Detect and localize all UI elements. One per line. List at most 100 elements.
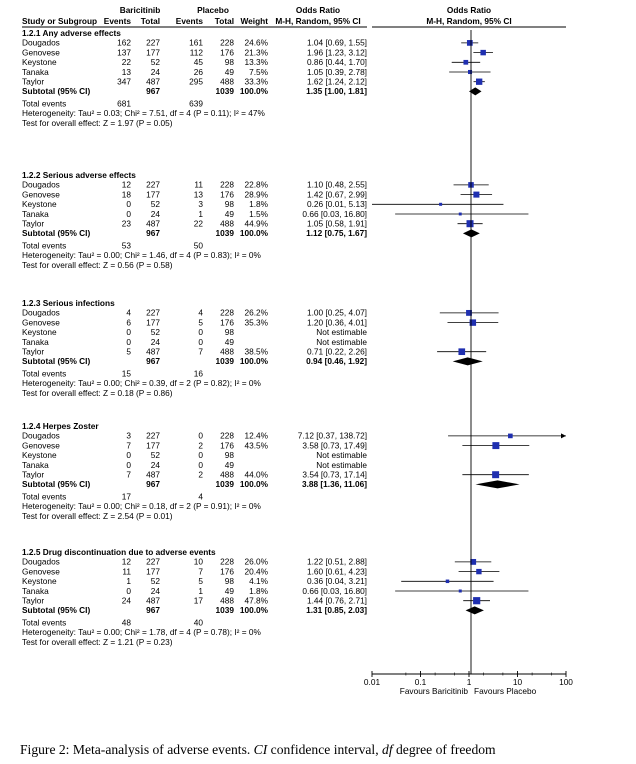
study-ci: 1.05 [0.58, 1.91] xyxy=(307,219,367,229)
study-total1: 177 xyxy=(146,189,160,199)
study-events1: 12 xyxy=(122,557,132,567)
study-events1: 137 xyxy=(117,47,131,57)
study-name: Taylor xyxy=(22,470,44,480)
study-ci: Not estimable xyxy=(316,337,367,347)
study-events2: 0 xyxy=(198,460,203,470)
study-events2: 1 xyxy=(198,209,203,219)
study-name: Taylor xyxy=(22,219,44,229)
heterogeneity-text: Heterogeneity: Tau² = 0.03; Chi² = 7.51,… xyxy=(22,108,265,118)
study-events1: 1 xyxy=(126,576,131,586)
subtotal-weight: 100.0% xyxy=(240,86,269,96)
study-total2: 228 xyxy=(220,38,234,48)
subtotal-diamond xyxy=(475,480,520,489)
study-name: Dougados xyxy=(22,308,60,318)
study-events1: 0 xyxy=(126,209,131,219)
overall-effect-text: Test for overall effect: Z = 0.18 (P = 0… xyxy=(22,388,173,398)
study-events2: 45 xyxy=(194,57,204,67)
study-marker xyxy=(508,433,513,439)
heterogeneity-text: Heterogeneity: Tau² = 0.00; Chi² = 0.18,… xyxy=(22,501,261,511)
study-total2: 176 xyxy=(220,317,234,327)
study-total2: 488 xyxy=(220,219,234,229)
total-events-label: Total events xyxy=(22,98,66,108)
study-events2: 0 xyxy=(198,337,203,347)
study-marker xyxy=(492,442,500,450)
study-events1: 0 xyxy=(126,450,131,460)
study-weight: 4.1% xyxy=(249,576,269,586)
study-marker xyxy=(439,202,443,206)
study-marker xyxy=(463,59,469,65)
study-total2: 98 xyxy=(225,199,235,209)
study-ci: 1.42 [0.67, 2.99] xyxy=(307,189,367,199)
subtotal-total1: 967 xyxy=(146,86,160,96)
study-total1: 227 xyxy=(146,308,160,318)
study-weight: 44.9% xyxy=(244,219,268,229)
study-events2: 10 xyxy=(194,557,204,567)
study-weight: 26.0% xyxy=(244,557,268,567)
study-name: Tanaka xyxy=(22,460,49,470)
study-marker xyxy=(473,597,481,605)
x-tick-label: 0.1 xyxy=(415,677,427,687)
study-total1: 487 xyxy=(146,347,160,357)
subtotal-weight: 100.0% xyxy=(240,356,269,366)
study-ci: 0.71 [0.22, 2.26] xyxy=(307,347,367,357)
study-name: Dougados xyxy=(22,180,60,190)
study-total1: 487 xyxy=(146,219,160,229)
total-events1: 48 xyxy=(122,617,132,627)
study-events1: 0 xyxy=(126,327,131,337)
study-ci: 1.20 [0.36, 4.01] xyxy=(307,317,367,327)
subtotal-total2: 1039 xyxy=(216,605,235,615)
study-ci: Not estimable xyxy=(316,327,367,337)
caption-suffix: degree of freedom xyxy=(392,742,496,757)
study-ci: 1.22 [0.51, 2.88] xyxy=(307,557,367,567)
heterogeneity-text: Heterogeneity: Tau² = 0.00; Chi² = 1.46,… xyxy=(22,250,261,260)
subtotal-total1: 967 xyxy=(146,479,160,489)
study-events2: 13 xyxy=(194,189,204,199)
study-name: Tanaka xyxy=(22,337,49,347)
study-total1: 227 xyxy=(146,431,160,441)
heterogeneity-text: Heterogeneity: Tau² = 0.00; Chi² = 0.39,… xyxy=(22,378,261,388)
study-ci: 0.66 [0.03, 16.80] xyxy=(302,209,367,219)
subtotal-label: Subtotal (95% CI) xyxy=(22,228,90,238)
study-ci: 0.26 [0.01, 5.13] xyxy=(307,199,367,209)
study-total1: 24 xyxy=(151,209,161,219)
study-total1: 227 xyxy=(146,180,160,190)
study-ci: 1.62 [1.24, 2.12] xyxy=(307,77,367,87)
study-name: Keystone xyxy=(22,327,57,337)
study-total2: 176 xyxy=(220,189,234,199)
figure-caption: Figure 2: Meta-analysis of adverse event… xyxy=(20,742,630,758)
study-total2: 176 xyxy=(220,47,234,57)
subgroup-title: 1.2.1 Any adverse effects xyxy=(22,28,121,38)
study-marker xyxy=(466,40,473,46)
study-weight: 38.5% xyxy=(244,347,268,357)
study-ci: 7.12 [0.37, 138.72] xyxy=(298,431,367,441)
study-name: Dougados xyxy=(22,38,60,48)
header-group2: Placebo xyxy=(197,5,229,15)
study-total1: 52 xyxy=(151,450,161,460)
subtotal-total2: 1039 xyxy=(216,479,235,489)
study-total2: 488 xyxy=(220,347,234,357)
study-name: Taylor xyxy=(22,596,44,606)
total-events2: 50 xyxy=(194,240,204,250)
header-col-weight: Weight xyxy=(241,16,269,26)
study-total1: 177 xyxy=(146,317,160,327)
study-total1: 52 xyxy=(151,199,161,209)
study-weight: 1.5% xyxy=(249,209,269,219)
study-ci: 3.58 [0.73, 17.49] xyxy=(302,440,367,450)
subtotal-diamond xyxy=(465,606,484,615)
study-total1: 24 xyxy=(151,337,161,347)
study-weight: 28.9% xyxy=(244,189,268,199)
subtotal-diamond xyxy=(452,357,483,366)
study-total2: 98 xyxy=(225,57,235,67)
header-col-events2: Events xyxy=(176,16,204,26)
study-ci: 0.86 [0.44, 1.70] xyxy=(307,57,367,67)
study-events2: 0 xyxy=(198,450,203,460)
study-marker xyxy=(458,348,466,356)
total-events2: 40 xyxy=(194,617,204,627)
study-total1: 487 xyxy=(146,77,160,87)
study-ci: Not estimable xyxy=(316,460,367,470)
caption-prefix: Figure 2: Meta-analysis of adverse event… xyxy=(20,742,254,757)
study-marker xyxy=(458,212,462,216)
caption-term-df: df xyxy=(382,742,393,757)
subtotal-total2: 1039 xyxy=(216,356,235,366)
study-total2: 488 xyxy=(220,470,234,480)
